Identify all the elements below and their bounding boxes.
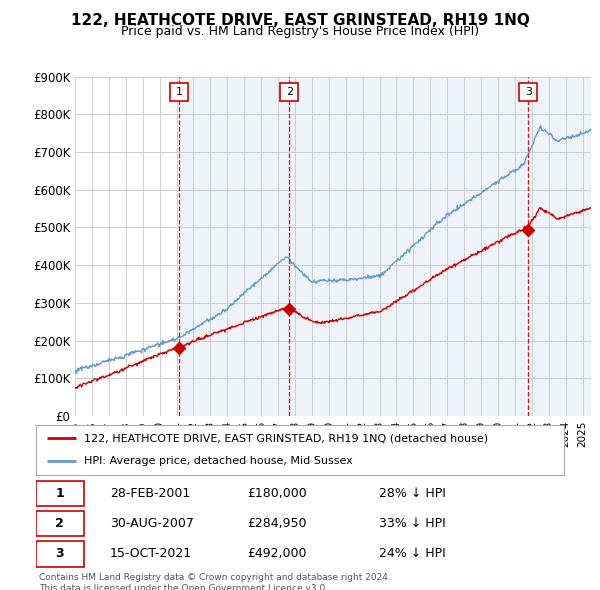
Text: 28-FEB-2001: 28-FEB-2001 (110, 487, 190, 500)
Text: 24% ↓ HPI: 24% ↓ HPI (379, 548, 446, 560)
Text: Contains HM Land Registry data © Crown copyright and database right 2024.
This d: Contains HM Land Registry data © Crown c… (39, 573, 391, 590)
Text: 15-OCT-2021: 15-OCT-2021 (110, 548, 192, 560)
Text: Price paid vs. HM Land Registry's House Price Index (HPI): Price paid vs. HM Land Registry's House … (121, 25, 479, 38)
Text: 122, HEATHCOTE DRIVE, EAST GRINSTEAD, RH19 1NQ (detached house): 122, HEATHCOTE DRIVE, EAST GRINSTEAD, RH… (83, 433, 488, 443)
FancyBboxPatch shape (36, 481, 83, 506)
Text: 2: 2 (55, 517, 64, 530)
Text: 28% ↓ HPI: 28% ↓ HPI (379, 487, 446, 500)
Text: 3: 3 (525, 87, 532, 97)
Text: 1: 1 (55, 487, 64, 500)
Bar (289, 77, 528, 416)
Text: 1: 1 (176, 87, 183, 97)
Bar (179, 77, 289, 416)
Text: 3: 3 (55, 548, 64, 560)
Text: HPI: Average price, detached house, Mid Sussex: HPI: Average price, detached house, Mid … (83, 457, 352, 467)
Bar (528, 77, 591, 416)
Text: £180,000: £180,000 (247, 487, 307, 500)
FancyBboxPatch shape (36, 511, 83, 536)
Text: 122, HEATHCOTE DRIVE, EAST GRINSTEAD, RH19 1NQ: 122, HEATHCOTE DRIVE, EAST GRINSTEAD, RH… (71, 13, 529, 28)
Text: £284,950: £284,950 (247, 517, 307, 530)
Text: 2: 2 (286, 87, 293, 97)
Text: 30-AUG-2007: 30-AUG-2007 (110, 517, 194, 530)
Text: 33% ↓ HPI: 33% ↓ HPI (379, 517, 446, 530)
FancyBboxPatch shape (36, 541, 83, 566)
Text: £492,000: £492,000 (247, 548, 307, 560)
